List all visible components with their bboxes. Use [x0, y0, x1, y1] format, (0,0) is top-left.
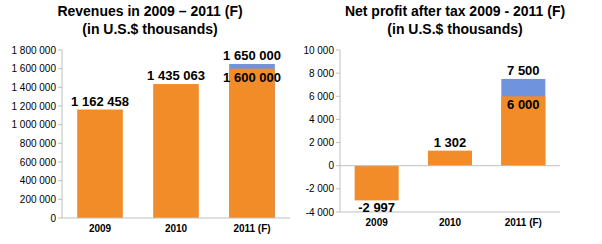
y-tick	[336, 188, 340, 189]
y-tick-label: 800 000	[20, 138, 57, 149]
chart-title: Net profit after tax 2009 - 2011 (F)	[345, 3, 565, 19]
chart: Net profit after tax 2009 - 2011 (F) (in …	[303, 3, 565, 228]
x-tick-label: 2010	[165, 223, 188, 234]
y-tick	[336, 50, 340, 51]
bar	[77, 110, 123, 218]
y-tick-label: 10 000	[303, 45, 334, 56]
y-axis-line	[340, 50, 341, 212]
y-tick-label: -2 000	[306, 183, 335, 194]
bar	[428, 151, 472, 166]
chart: Revenues in 2009 – 2011 (F) (in U.S.$ tho…	[12, 3, 291, 234]
bar	[153, 84, 199, 218]
data-label: 1 650 000	[223, 48, 281, 63]
y-tick-label: 8 000	[309, 68, 334, 79]
data-label: -2 997	[358, 200, 395, 215]
y-axis-line	[62, 50, 63, 218]
data-label: 1 162 458	[71, 94, 129, 109]
y-tick	[336, 73, 340, 74]
y-tick	[58, 106, 62, 107]
y-tick	[58, 180, 62, 181]
data-label: 1 435 063	[147, 68, 205, 83]
y-tick	[58, 50, 62, 51]
data-label: 6 000	[507, 97, 540, 112]
bar	[229, 64, 275, 218]
y-tick-label: 200 000	[20, 194, 57, 205]
y-tick	[58, 143, 62, 144]
y-tick	[58, 68, 62, 69]
bar	[501, 79, 545, 166]
x-tick-label: 2009	[366, 217, 389, 228]
y-tick-label: 1 400 000	[12, 82, 57, 93]
chart-subtitle: (in U.S.$ thousands)	[387, 21, 522, 37]
y-tick-label: 6 000	[309, 91, 334, 102]
x-axis-line	[62, 218, 290, 219]
y-tick-label: 1 000 000	[12, 119, 57, 130]
y-tick	[336, 212, 340, 213]
data-label: 7 500	[507, 63, 540, 78]
y-tick	[58, 199, 62, 200]
chart-canvas: Revenues in 2009 – 2011 (F) (in U.S.$ tho…	[0, 0, 602, 244]
y-tick-label: 400 000	[20, 175, 57, 186]
y-tick-label: -4 000	[306, 207, 335, 218]
chart-title: Revenues in 2009 – 2011 (F)	[57, 3, 242, 19]
plot-marks	[355, 79, 546, 200]
y-tick	[58, 124, 62, 125]
x-tick-label: 2011 (F)	[505, 217, 542, 228]
y-tick-label: 4 000	[309, 114, 334, 125]
data-label: 1 600 000	[223, 70, 281, 85]
x-tick-label: 2009	[89, 223, 112, 234]
y-tick	[58, 87, 62, 88]
x-tick-label: 2010	[439, 217, 462, 228]
y-tick-label: 0	[328, 160, 334, 171]
y-tick	[58, 162, 62, 163]
x-tick-label: 2011 (F)	[233, 223, 270, 234]
x-axis-line	[340, 165, 560, 166]
plot-marks	[77, 64, 275, 218]
bar	[501, 96, 545, 165]
bar	[229, 69, 275, 218]
y-tick-label: 2 000	[309, 137, 334, 148]
y-tick	[336, 142, 340, 143]
y-tick-label: 1 600 000	[12, 63, 57, 74]
y-tick	[58, 218, 62, 219]
data-label: 1 302	[434, 135, 467, 150]
y-tick	[336, 96, 340, 97]
bar	[355, 166, 399, 201]
y-tick-label: 0	[50, 213, 56, 224]
y-tick	[336, 119, 340, 120]
y-tick-label: 600 000	[20, 157, 57, 168]
y-tick	[336, 165, 340, 166]
y-tick-label: 1 800 000	[12, 45, 57, 56]
chart-subtitle: (in U.S.$ thousands)	[82, 21, 217, 37]
y-tick-label: 1 200 000	[12, 101, 57, 112]
